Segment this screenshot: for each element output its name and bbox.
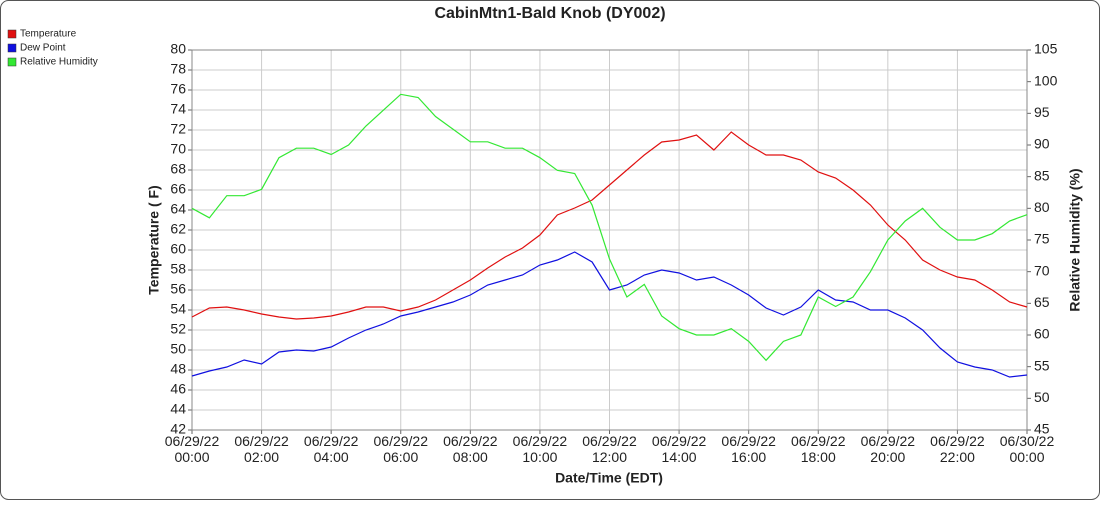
y2-tick-label: 55 — [1034, 357, 1050, 373]
y-tick-label: 52 — [170, 321, 186, 337]
x-tick-label: 06/30/22 00:00 — [1000, 433, 1055, 465]
legend-label: Relative Humidity — [20, 57, 98, 68]
y-tick-label: 62 — [170, 221, 186, 237]
data-line — [191, 131, 1028, 320]
y2-tick-label: 60 — [1034, 326, 1050, 342]
y-tick-label: 58 — [170, 261, 186, 277]
y2-tick-label: 70 — [1034, 262, 1050, 278]
y2-tick-label: 75 — [1034, 231, 1050, 247]
y2-tick-label: 90 — [1034, 136, 1050, 152]
y-tick-label: 64 — [170, 201, 186, 217]
y-tick-label: 66 — [170, 181, 186, 197]
x-tick-label: 06/29/22 16:00 — [721, 433, 776, 465]
y2-axis-label: Relative Humidity (%) — [1067, 168, 1083, 311]
y-tick-label: 56 — [170, 281, 186, 297]
x-axis-label: Date/Time (EDT) — [555, 470, 663, 486]
y-tick-label: 80 — [170, 41, 186, 57]
y-tick-label: 72 — [170, 121, 186, 137]
y2-tick-label: 80 — [1034, 199, 1050, 215]
chart-title: CabinMtn1-Bald Knob (DY002) — [434, 5, 665, 22]
y2-tick-label: 50 — [1034, 389, 1050, 405]
y-tick-label: 68 — [170, 161, 186, 177]
x-tick-label: 06/29/22 14:00 — [652, 433, 707, 465]
x-tick-label: 06/29/22 06:00 — [374, 433, 429, 465]
y2-tick-label: 105 — [1034, 41, 1058, 57]
y-tick-label: 48 — [170, 361, 186, 377]
y-tick-label: 46 — [170, 381, 186, 397]
y-tick-label: 70 — [170, 141, 186, 157]
y-tick-label: 54 — [170, 301, 186, 317]
x-tick-label: 06/29/22 04:00 — [304, 433, 359, 465]
data-line — [191, 251, 1028, 378]
y-tick-label: 44 — [170, 401, 186, 417]
x-tick-label: 06/29/22 18:00 — [791, 433, 846, 465]
y-axis-label: Temperature ( F) — [146, 185, 162, 294]
x-tick-label: 06/29/22 22:00 — [930, 433, 985, 465]
x-tick-label: 06/29/22 08:00 — [443, 433, 498, 465]
y2-tick-label: 85 — [1034, 167, 1050, 183]
y2-tick-label: 100 — [1034, 72, 1058, 88]
y-tick-label: 50 — [170, 341, 186, 357]
data-line — [191, 93, 1028, 362]
y-tick-label: 76 — [170, 81, 186, 97]
y2-tick-label: 95 — [1034, 104, 1050, 120]
y-tick-label: 42 — [170, 421, 186, 437]
y2-tick-label: 65 — [1034, 294, 1050, 310]
legend-label: Temperature — [20, 29, 77, 40]
x-tick-label: 06/29/22 20:00 — [861, 433, 916, 465]
legend-swatch — [7, 29, 17, 39]
x-tick-label: 06/29/22 02:00 — [234, 433, 289, 465]
legend-swatch — [7, 57, 17, 67]
y2-tick-label: 45 — [1034, 421, 1050, 437]
legend-label: Dew Point — [20, 43, 66, 54]
plot-border — [191, 49, 1028, 431]
y-tick-label: 78 — [170, 61, 186, 77]
x-tick-label: 06/29/22 00:00 — [165, 433, 220, 465]
x-tick-label: 06/29/22 12:00 — [582, 433, 637, 465]
x-tick-label: 06/29/22 10:00 — [513, 433, 568, 465]
y-tick-label: 60 — [170, 241, 186, 257]
legend-swatch — [7, 43, 17, 53]
y-tick-label: 74 — [170, 101, 186, 117]
